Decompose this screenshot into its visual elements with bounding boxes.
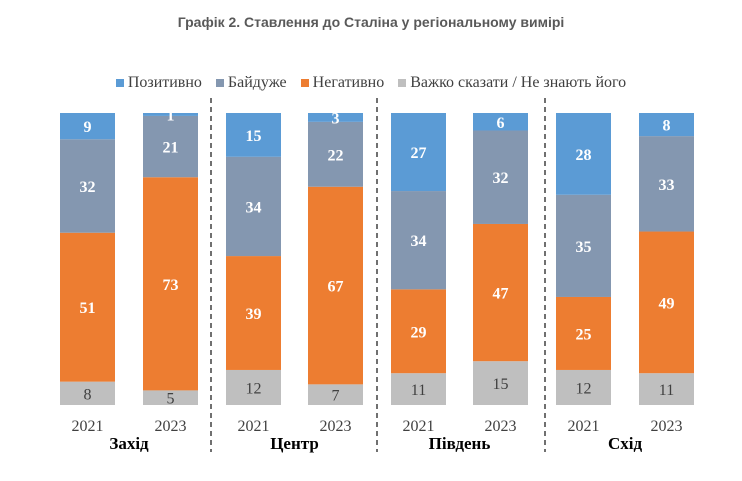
bar-segment: [639, 373, 694, 405]
data-label: 28: [576, 147, 592, 164]
legend-item: Негативно: [300, 74, 385, 92]
data-label: 34: [246, 199, 262, 216]
data-label: 27: [411, 145, 427, 162]
legend-label: Негативно: [312, 74, 385, 91]
bar-segment: [556, 369, 611, 405]
legend-item: Байдуже: [215, 74, 287, 92]
data-label: 21: [163, 140, 179, 157]
bar-segment: [473, 223, 528, 362]
bar-segment: [639, 231, 694, 374]
bar-segment: [308, 384, 363, 405]
group-label: Схід: [608, 434, 643, 453]
bar-segment: [60, 381, 115, 405]
bar-segment: [60, 113, 115, 140]
data-label: 5: [167, 391, 175, 408]
bar-segment: [556, 194, 611, 297]
legend-swatch: [398, 79, 407, 87]
data-label: 32: [493, 170, 509, 187]
x-tick-label: 2023: [155, 418, 187, 435]
bar-segment: [308, 113, 363, 122]
data-label: 22: [328, 147, 344, 164]
data-label: 73: [163, 277, 179, 294]
group-label: Південь: [429, 434, 491, 453]
legend-label: Позитивно: [127, 74, 202, 91]
data-label: 1: [167, 107, 175, 124]
x-tick-label: 2023: [485, 418, 517, 435]
data-label: 11: [411, 382, 426, 399]
data-label: 11: [659, 382, 674, 399]
bar-segment: [60, 139, 115, 233]
data-label: 25: [576, 326, 592, 343]
legend-item: Позитивно: [115, 74, 202, 92]
bar-segment: [226, 156, 281, 257]
x-tick-label: 2023: [651, 418, 683, 435]
data-label: 15: [246, 128, 262, 145]
bar-segment: [391, 289, 446, 374]
bar-segment: [226, 113, 281, 157]
bar-segment: [391, 113, 446, 192]
chart-title: Графік 2. Ставлення до Сталіна у регіона…: [177, 14, 565, 30]
group-label: Центр: [270, 434, 319, 453]
x-tick-label: 2021: [72, 418, 104, 435]
data-label: 34: [411, 233, 427, 250]
data-label: 51: [80, 300, 96, 317]
data-label: 8: [663, 118, 671, 135]
data-label: 39: [246, 306, 262, 323]
bar-segment: [639, 113, 694, 137]
legend-item: Важко сказати / Не знають його: [398, 74, 626, 92]
legend-label: Важко сказати / Не знають його: [410, 74, 627, 91]
legend: Позитивно Байдуже Негативно Важко сказати /…: [0, 74, 742, 92]
bar-segment: [143, 177, 198, 391]
legend-swatch: [300, 79, 309, 87]
data-label: 9: [84, 119, 92, 136]
bar-segment: [143, 115, 198, 178]
x-tick-label: 2021: [403, 418, 435, 435]
bar-segment: [556, 113, 611, 195]
bar-segment: [473, 113, 528, 131]
x-tick-label: 2021: [238, 418, 270, 435]
bar-segment: [143, 113, 198, 116]
bar-segment: [308, 186, 363, 385]
data-label: 32: [80, 179, 96, 196]
data-label: 7: [332, 388, 340, 405]
bar-segment: [639, 136, 694, 232]
bar-segment: [391, 191, 446, 290]
data-label: 8: [84, 386, 92, 403]
data-label: 29: [411, 324, 427, 341]
bar-segment: [391, 373, 446, 405]
legend-swatch: [115, 79, 124, 87]
bar-segment: [556, 296, 611, 370]
data-label: 49: [659, 295, 675, 312]
data-label: 35: [576, 239, 592, 256]
data-label: 15: [493, 376, 509, 393]
group-label: Захід: [109, 434, 149, 453]
bar-segment: [60, 232, 115, 382]
legend-swatch: [215, 79, 224, 87]
data-label: 67: [328, 279, 344, 296]
legend-label: Байдуже: [227, 74, 287, 91]
bar-segment: [143, 390, 198, 405]
bar-segment: [308, 121, 363, 187]
data-label: 12: [246, 380, 262, 397]
data-label: 47: [493, 286, 509, 303]
x-tick-label: 2021: [568, 418, 600, 435]
data-label: 3: [332, 110, 340, 127]
bar-segment: [473, 130, 528, 224]
data-label: 12: [576, 380, 592, 397]
bar-segment: [226, 256, 281, 370]
data-label: 33: [659, 177, 675, 194]
bar-segment: [226, 369, 281, 405]
data-label: 6: [497, 115, 505, 132]
x-tick-label: 2023: [320, 418, 352, 435]
bar-segment: [473, 361, 528, 405]
